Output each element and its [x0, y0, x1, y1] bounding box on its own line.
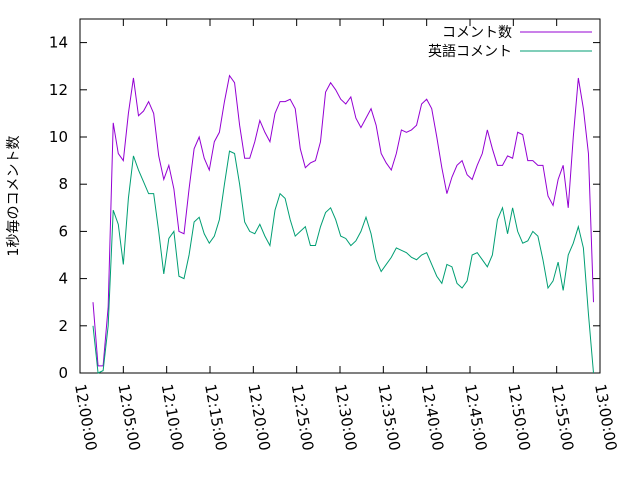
x-tick-label: 12:10:00 [158, 383, 187, 452]
x-tick-label: 12:00:00 [71, 383, 100, 452]
x-tick-label: 12:30:00 [331, 383, 360, 452]
legend-label: コメント数 [442, 25, 512, 41]
x-tick-label: 12:20:00 [244, 383, 273, 452]
series-line [92, 74, 594, 367]
x-tick-label: 12:35:00 [374, 383, 403, 452]
x-tick-label: 12:45:00 [461, 383, 490, 452]
y-tick-label: 8 [58, 175, 68, 193]
x-tick-label: 13:00:00 [591, 383, 620, 452]
y-tick-label: 4 [58, 270, 68, 288]
y-tick-label: 2 [58, 317, 68, 335]
x-tick-label: 12:50:00 [504, 383, 533, 452]
y-tick-label: 6 [58, 222, 68, 240]
x-tick-label: 12:25:00 [288, 383, 317, 452]
y-tick-label: 10 [49, 128, 68, 146]
plot-frame [79, 18, 601, 374]
x-tick-label: 12:40:00 [418, 383, 447, 452]
legend-label: 英語コメント [428, 43, 512, 60]
x-tick-label: 12:15:00 [201, 383, 230, 452]
y-tick-label: 0 [58, 364, 68, 382]
x-tick-label: 12:55:00 [548, 383, 577, 452]
x-tick-label: 12:05:00 [114, 383, 143, 452]
y-tick-label: 14 [49, 34, 68, 52]
y-axis-label: 1秒毎のコメント数 [6, 136, 22, 257]
y-tick-label: 12 [49, 81, 68, 99]
series-line [92, 150, 594, 374]
